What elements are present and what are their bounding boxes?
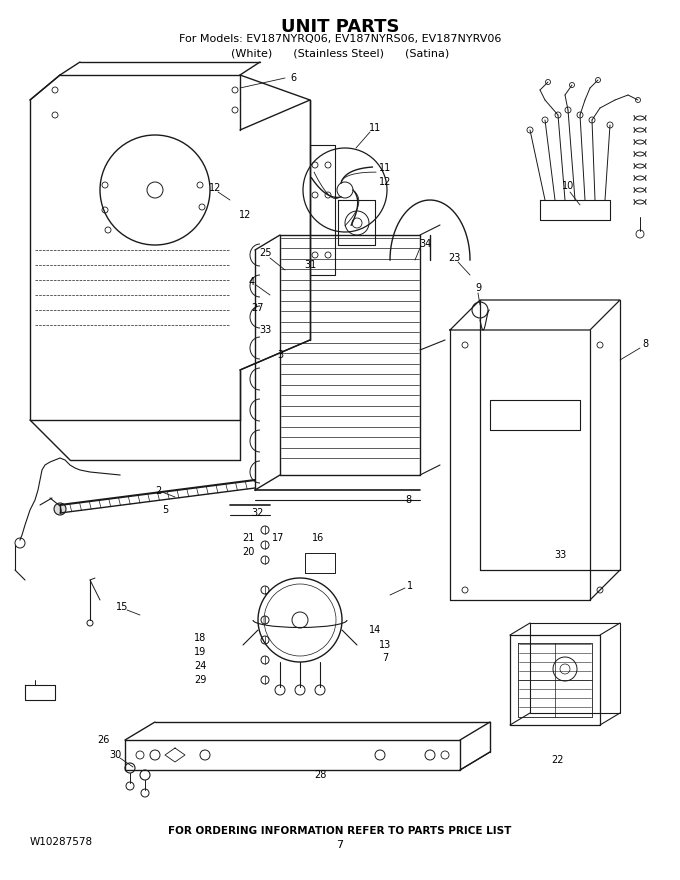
Text: 16: 16	[312, 533, 324, 543]
Text: 17: 17	[272, 533, 284, 543]
Text: 29: 29	[194, 675, 206, 685]
Text: 33: 33	[554, 550, 566, 560]
Text: 12: 12	[239, 210, 251, 220]
Text: 19: 19	[194, 647, 206, 657]
Text: 8: 8	[642, 339, 648, 349]
Text: 8: 8	[405, 495, 411, 505]
Text: 7: 7	[382, 653, 388, 663]
Text: 12: 12	[379, 177, 391, 187]
Text: 12: 12	[209, 183, 221, 193]
Text: 20: 20	[242, 547, 254, 557]
Text: 21: 21	[242, 533, 254, 543]
Text: 33: 33	[259, 325, 271, 335]
Text: 11: 11	[369, 123, 381, 133]
Text: 6: 6	[290, 73, 296, 83]
Text: 3: 3	[277, 350, 283, 360]
Text: 27: 27	[252, 303, 265, 313]
Text: 5: 5	[162, 505, 168, 515]
Text: For Models: EV187NYRQ06, EV187NYRS06, EV187NYRV06: For Models: EV187NYRQ06, EV187NYRS06, EV…	[179, 34, 501, 44]
Text: 10: 10	[562, 181, 574, 191]
Text: 28: 28	[313, 770, 326, 780]
Text: 32: 32	[251, 508, 263, 518]
Text: 9: 9	[475, 283, 481, 293]
Text: UNIT PARTS: UNIT PARTS	[281, 18, 399, 36]
Text: 25: 25	[259, 248, 271, 258]
Text: 30: 30	[109, 750, 121, 760]
Circle shape	[54, 503, 66, 515]
Text: 1: 1	[407, 581, 413, 591]
Text: 23: 23	[448, 253, 460, 263]
Text: 26: 26	[97, 735, 109, 745]
Text: 14: 14	[369, 625, 381, 635]
Text: 34: 34	[419, 239, 431, 249]
Text: 13: 13	[379, 640, 391, 650]
Text: (White)      (Stainless Steel)      (Satina): (White) (Stainless Steel) (Satina)	[231, 48, 449, 58]
Text: 2: 2	[155, 486, 161, 496]
Text: 18: 18	[194, 633, 206, 643]
Text: 11: 11	[379, 163, 391, 173]
Text: 7: 7	[337, 840, 343, 850]
Text: W10287578: W10287578	[30, 837, 93, 847]
Text: 4: 4	[249, 277, 255, 287]
Text: 24: 24	[194, 661, 206, 671]
Text: FOR ORDERING INFORMATION REFER TO PARTS PRICE LIST: FOR ORDERING INFORMATION REFER TO PARTS …	[169, 826, 511, 836]
Text: 15: 15	[116, 602, 129, 612]
Text: 22: 22	[551, 755, 564, 765]
Text: 31: 31	[304, 260, 316, 270]
